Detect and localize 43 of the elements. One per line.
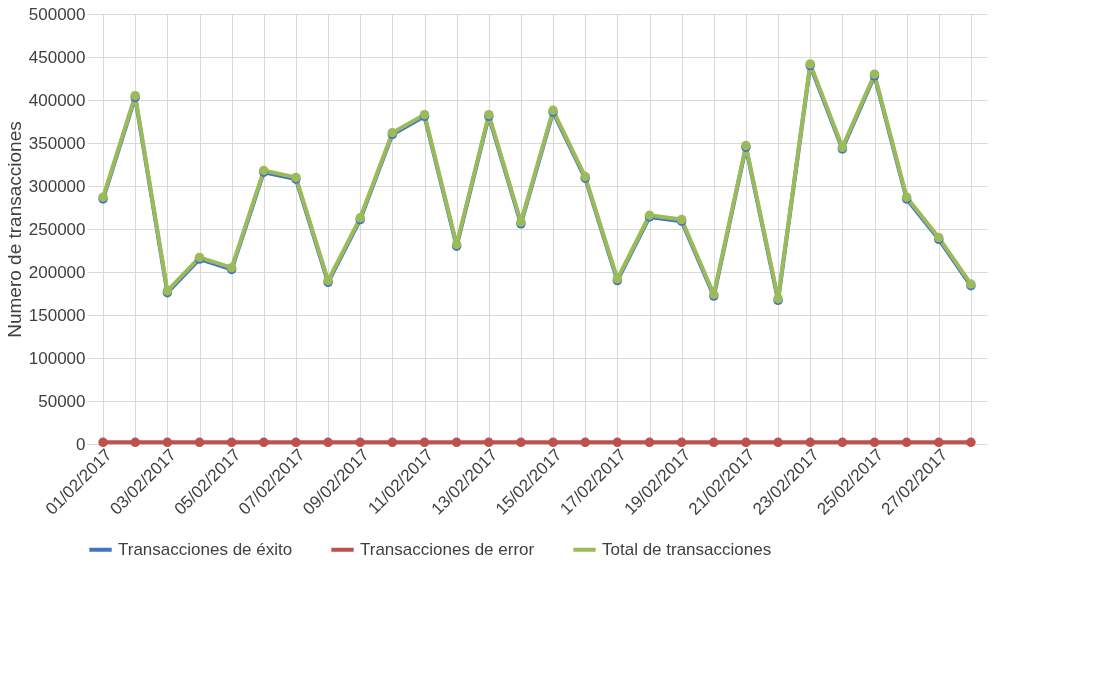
y-tick-label: 500000	[28, 4, 86, 24]
point	[805, 437, 815, 448]
point	[709, 437, 719, 448]
point	[194, 437, 205, 448]
y-tick-label: 400000	[28, 90, 86, 110]
point	[451, 437, 462, 448]
point	[644, 437, 655, 448]
legend-label: Total de transacciones	[602, 539, 772, 559]
point	[901, 437, 912, 448]
point	[484, 437, 494, 448]
point	[934, 437, 944, 448]
y-tick-label: 0	[76, 434, 86, 454]
point	[837, 437, 848, 448]
point	[323, 437, 333, 448]
point	[548, 437, 558, 448]
point	[98, 437, 108, 448]
point	[676, 437, 687, 448]
point	[966, 437, 976, 448]
point	[355, 437, 365, 448]
point	[580, 437, 590, 448]
point	[291, 437, 301, 448]
point	[259, 437, 269, 448]
point	[869, 437, 880, 448]
legend-label: Transacciones de éxito	[118, 539, 293, 559]
point	[741, 437, 751, 448]
legend-label: Transacciones de error	[360, 539, 535, 559]
y-tick-label: 250000	[28, 219, 86, 239]
point	[773, 437, 783, 448]
point	[387, 437, 398, 448]
point	[419, 437, 430, 448]
point	[516, 437, 526, 448]
y-tick-label: 350000	[28, 133, 86, 153]
y-tick-label: 300000	[28, 176, 86, 196]
y-tick-label: 150000	[28, 305, 86, 325]
point	[130, 437, 140, 448]
y-tick-label: 50000	[38, 391, 86, 411]
y-tick-label: 200000	[28, 262, 86, 282]
point	[162, 437, 173, 448]
point	[612, 437, 623, 448]
y-tick-label: 450000	[28, 47, 86, 67]
y-axis-title: Numero de transacciones	[3, 121, 25, 338]
point	[226, 437, 237, 448]
y-tick-label: 100000	[28, 348, 86, 368]
